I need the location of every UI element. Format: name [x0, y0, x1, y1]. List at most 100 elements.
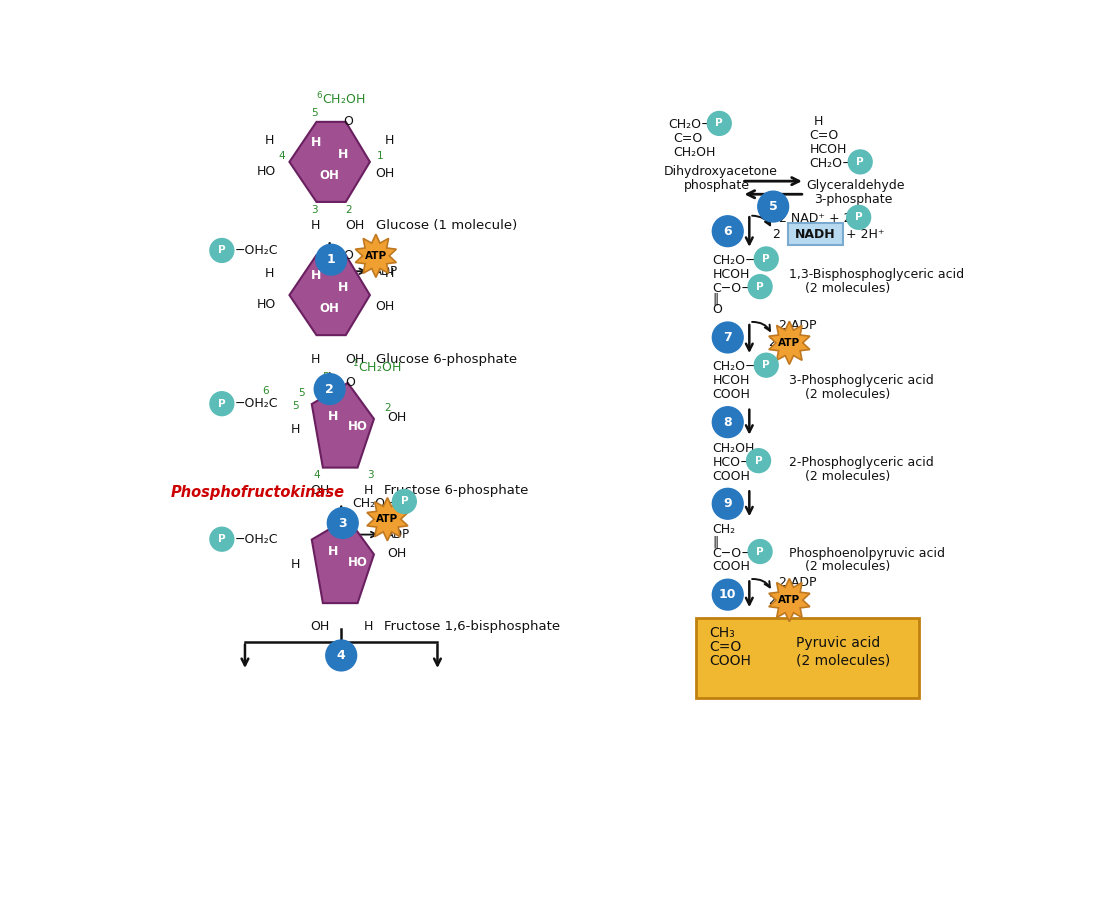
Text: H: H — [338, 281, 348, 294]
Polygon shape — [769, 579, 810, 622]
Text: O: O — [345, 375, 355, 389]
Text: H: H — [328, 410, 338, 422]
Text: CH₂O−: CH₂O− — [712, 254, 755, 267]
Polygon shape — [290, 122, 369, 202]
Circle shape — [210, 392, 233, 416]
Text: −OH₂C: −OH₂C — [234, 244, 279, 257]
Text: P: P — [762, 360, 770, 370]
Text: OH: OH — [375, 166, 395, 180]
Text: ATP: ATP — [779, 338, 801, 348]
Text: O: O — [712, 303, 722, 316]
Text: OH: OH — [387, 411, 406, 424]
Text: 2 ADP: 2 ADP — [779, 576, 816, 589]
Polygon shape — [290, 255, 369, 335]
Text: 2-Phosphoglyceric acid: 2-Phosphoglyceric acid — [790, 455, 935, 469]
Circle shape — [210, 527, 233, 551]
Text: C=O: C=O — [709, 640, 741, 654]
Text: P: P — [218, 535, 226, 544]
Circle shape — [847, 205, 870, 230]
Text: 6: 6 — [723, 225, 732, 238]
Text: H: H — [311, 136, 321, 149]
Text: ATP: ATP — [376, 514, 398, 524]
Text: P: P — [716, 119, 723, 129]
Text: H: H — [311, 220, 321, 232]
Text: OH: OH — [345, 220, 365, 232]
Text: P: P — [855, 212, 863, 222]
Text: CH₂OH: CH₂OH — [712, 442, 754, 454]
Text: CH₂O−: CH₂O− — [810, 157, 853, 170]
Text: Glucose (1 molecule): Glucose (1 molecule) — [376, 220, 518, 232]
Text: H: H — [385, 267, 395, 280]
Text: O: O — [343, 115, 353, 129]
Text: 3: 3 — [338, 517, 347, 529]
Text: OH: OH — [387, 546, 406, 560]
Text: Fructose 6-phosphate: Fructose 6-phosphate — [384, 484, 528, 497]
Text: COOH: COOH — [712, 388, 750, 400]
Text: 2: 2 — [345, 204, 352, 214]
Polygon shape — [367, 498, 408, 541]
Text: COOH: COOH — [712, 470, 750, 482]
Polygon shape — [769, 321, 810, 365]
Text: CH₂OH: CH₂OH — [674, 146, 716, 159]
Text: OH: OH — [320, 302, 340, 316]
Text: P: P — [754, 455, 762, 465]
Text: 4: 4 — [313, 471, 320, 481]
Text: (2 molecules): (2 molecules) — [805, 560, 890, 572]
Text: ATP: ATP — [365, 251, 387, 261]
Circle shape — [747, 449, 771, 473]
Text: O: O — [345, 511, 355, 524]
Text: (2 molecules): (2 molecules) — [805, 470, 890, 482]
Text: (2 molecules): (2 molecules) — [805, 388, 890, 400]
Text: HCOH: HCOH — [810, 143, 847, 156]
Text: HCO−: HCO− — [712, 455, 751, 469]
Text: 9: 9 — [723, 498, 732, 510]
Text: CH₂O−: CH₂O− — [352, 497, 396, 509]
Text: 3: 3 — [311, 204, 317, 214]
Text: H: H — [291, 423, 300, 436]
Circle shape — [712, 322, 743, 353]
Text: H: H — [291, 558, 300, 572]
Circle shape — [314, 374, 345, 404]
Text: CH₂: CH₂ — [712, 524, 735, 536]
Text: 2 NAD⁺ + 2: 2 NAD⁺ + 2 — [779, 212, 852, 225]
Text: 10: 10 — [719, 588, 737, 601]
Text: 5: 5 — [769, 200, 778, 213]
Circle shape — [393, 490, 416, 513]
Text: C−O−: C−O− — [712, 282, 752, 294]
Text: ADP: ADP — [386, 528, 410, 541]
Text: 3-Phosphoglyceric acid: 3-Phosphoglyceric acid — [790, 374, 935, 387]
Circle shape — [758, 191, 789, 222]
Text: P: P — [856, 157, 864, 166]
Text: CH₃: CH₃ — [709, 626, 735, 640]
FancyBboxPatch shape — [696, 617, 919, 698]
Circle shape — [712, 580, 743, 610]
Circle shape — [712, 407, 743, 437]
Text: Phosphoenolpyruvic acid: Phosphoenolpyruvic acid — [790, 546, 946, 560]
Text: 1: 1 — [327, 253, 335, 266]
Text: phosphate: phosphate — [684, 179, 750, 193]
Text: H: H — [364, 484, 373, 497]
Text: ATP: ATP — [779, 595, 801, 605]
Circle shape — [712, 216, 743, 247]
Text: 4: 4 — [337, 649, 345, 662]
Text: CH₂O−: CH₂O− — [712, 360, 755, 373]
Text: HO: HO — [257, 298, 276, 310]
Circle shape — [748, 274, 772, 299]
Text: 1,3-Bisphosphoglyceric acid: 1,3-Bisphosphoglyceric acid — [790, 268, 964, 281]
Text: COOH: COOH — [709, 654, 751, 668]
Text: Pyruvic acid: Pyruvic acid — [795, 636, 879, 650]
Text: P: P — [218, 246, 226, 256]
Text: 6: 6 — [262, 386, 269, 396]
Text: C−O−: C−O− — [712, 546, 752, 560]
Text: C=O: C=O — [810, 130, 838, 142]
Text: + 2H⁺: + 2H⁺ — [846, 228, 884, 241]
Text: O: O — [343, 248, 353, 262]
Text: OH: OH — [310, 484, 330, 497]
Text: H: H — [814, 115, 823, 129]
Circle shape — [754, 247, 779, 271]
Text: ‖: ‖ — [712, 292, 719, 305]
Text: H: H — [265, 134, 274, 147]
Text: 7: 7 — [723, 331, 732, 344]
Text: H: H — [328, 545, 338, 558]
Circle shape — [326, 640, 356, 670]
